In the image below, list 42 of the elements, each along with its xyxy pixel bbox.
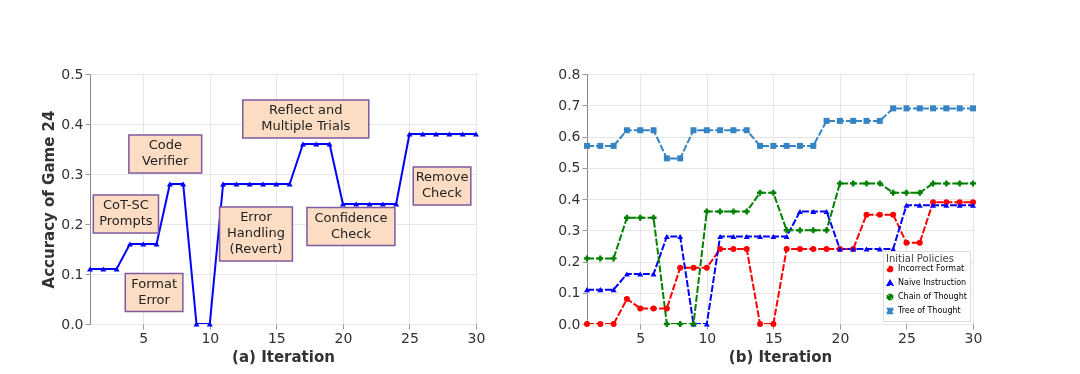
y-tick-label: 0.3	[61, 165, 84, 182]
x-tick-label: 15	[267, 329, 286, 346]
legend-title: Initial Policies	[886, 253, 954, 264]
x-tick-label: 25	[898, 329, 916, 346]
legend-label: Incorrect Format	[898, 264, 965, 273]
x-axis-title: (a) Iteration	[232, 347, 335, 366]
y-tick-label: 0.5	[61, 65, 84, 82]
annotation: Format Error	[131, 275, 177, 307]
y-tick-label: 0.1	[61, 265, 84, 282]
y-tick-label: 0.6	[558, 128, 581, 144]
annotation: Confidence Check	[314, 209, 388, 241]
y-tick-label: 0.4	[61, 115, 84, 132]
x-axis-title: (b) Iteration	[728, 347, 833, 366]
annotation: CoT-SC Prompts	[99, 197, 153, 228]
y-tick-label: 0.8	[558, 65, 581, 82]
x-tick-label: 25	[401, 329, 419, 346]
legend-label: Chain of Thought	[898, 292, 967, 301]
x-tick-label: 5	[139, 329, 149, 346]
y-axis-title: Accuracy of Game 24	[40, 110, 59, 289]
y-tick-label: 0.7	[558, 96, 581, 113]
y-tick-label: 0.0	[61, 315, 84, 332]
x-tick-label: 20	[334, 329, 353, 346]
x-tick-label: 20	[831, 329, 850, 346]
x-tick-label: 15	[764, 329, 783, 346]
x-tick-label: 10	[698, 329, 717, 346]
x-tick-label: 5	[636, 329, 646, 346]
annotation: Code Verifier	[142, 137, 190, 168]
y-tick-label: 0.4	[558, 190, 581, 207]
x-tick-label: 30	[467, 329, 486, 346]
legend-label: Naive Instruction	[898, 278, 967, 287]
y-tick-label: 0.0	[558, 315, 581, 332]
y-tick-label: 0.5	[558, 159, 581, 176]
x-tick-label: 10	[201, 329, 220, 346]
annotation: Remove Check	[415, 169, 469, 200]
y-tick-label: 0.1	[558, 284, 581, 301]
y-tick-label: 0.3	[558, 221, 581, 238]
y-tick-label: 0.2	[61, 215, 84, 232]
legend-label: Tree of Thought	[897, 306, 961, 315]
y-tick-label: 0.2	[558, 253, 581, 269]
annotation: Reflect and Multiple Trials	[261, 102, 351, 133]
x-tick-label: 30	[964, 329, 983, 346]
annotation: Error Handling (Revert)	[227, 209, 285, 256]
